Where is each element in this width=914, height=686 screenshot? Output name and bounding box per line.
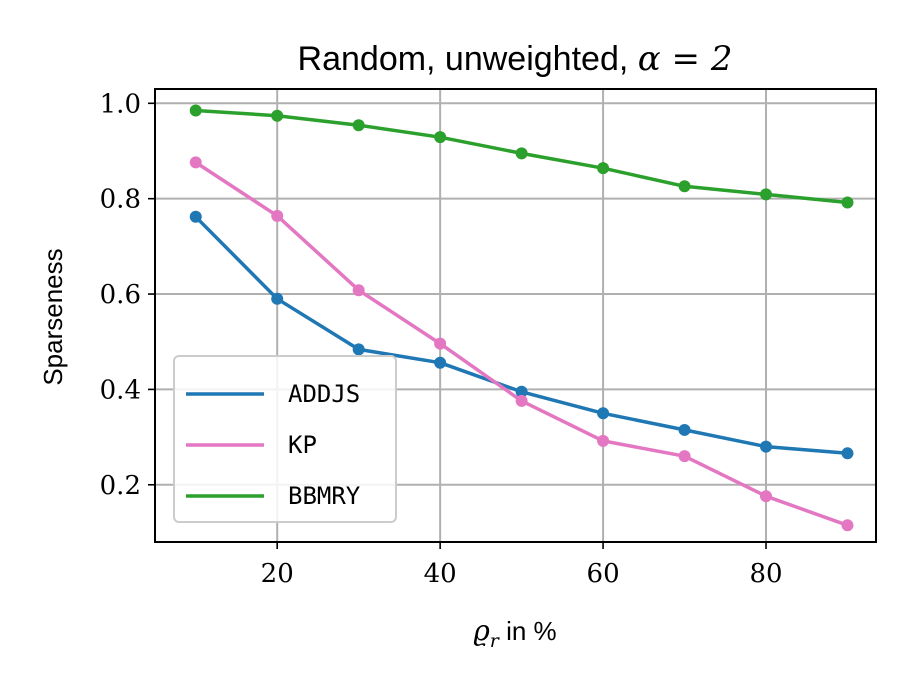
data-point-addjs	[760, 440, 773, 453]
y-tick-label: 0.6	[100, 280, 141, 310]
data-point-addjs	[841, 447, 854, 460]
data-point-addjs	[678, 423, 691, 436]
legend-label-addjs: ADDJS	[288, 380, 360, 408]
data-point-bbmry	[189, 104, 202, 117]
series-addjs	[189, 210, 854, 460]
data-point-kp	[352, 284, 365, 297]
series-bbmry	[189, 104, 854, 209]
data-point-kp	[841, 519, 854, 532]
data-point-bbmry	[515, 147, 528, 160]
data-point-bbmry	[271, 109, 284, 122]
y-tick-label: 0.2	[100, 471, 141, 501]
plot-frame	[154, 88, 877, 543]
data-point-bbmry	[597, 162, 610, 175]
data-point-kp	[678, 450, 691, 463]
x-tick-label: 40	[424, 559, 457, 589]
legend-label-bbmry: BBMRY	[288, 482, 361, 510]
y-axis-label: Sparseness	[38, 248, 68, 385]
chart-title: Random, unweighted, α = 2	[298, 39, 733, 79]
data-point-addjs	[189, 210, 202, 223]
y-tick-label: 0.4	[100, 375, 141, 405]
data-point-kp	[515, 394, 528, 407]
data-point-addjs	[515, 385, 528, 398]
x-axis-label-subscript: r	[490, 630, 501, 652]
legend: ADDJS KP BBMRY	[173, 355, 397, 523]
data-point-addjs	[434, 356, 447, 369]
legend-label-kp: KP	[288, 431, 317, 459]
data-point-bbmry	[678, 180, 691, 193]
data-point-bbmry	[841, 196, 854, 209]
y-tick-label: 1.0	[100, 89, 141, 119]
x-tick-label: 20	[261, 559, 294, 589]
data-point-addjs	[597, 407, 610, 420]
data-point-kp	[271, 209, 284, 222]
series-kp	[189, 156, 854, 532]
data-point-kp	[760, 490, 773, 503]
x-axis-label-symbol: ϱ	[473, 614, 490, 647]
data-point-addjs	[271, 292, 284, 305]
data-point-kp	[189, 156, 202, 169]
data-point-addjs	[352, 343, 365, 356]
data-series	[189, 104, 854, 532]
x-tick-label: 60	[587, 559, 620, 589]
y-tick-label: 0.8	[100, 185, 141, 215]
data-point-bbmry	[760, 188, 773, 201]
data-point-bbmry	[352, 119, 365, 132]
x-tick-label: 80	[749, 559, 782, 589]
axes: 20 40 60 80 0.2 0.4 0.6 0.8 1.0	[100, 88, 877, 589]
data-point-kp	[434, 337, 447, 350]
x-axis-label-text: in %	[499, 616, 557, 646]
x-axis-label: ϱr in %	[473, 614, 556, 652]
chart-title-math: α = 2	[638, 39, 733, 79]
data-point-bbmry	[434, 131, 447, 144]
data-point-kp	[597, 434, 610, 447]
chart-title-text: Random, unweighted,	[298, 40, 638, 78]
legend-box	[173, 355, 397, 523]
